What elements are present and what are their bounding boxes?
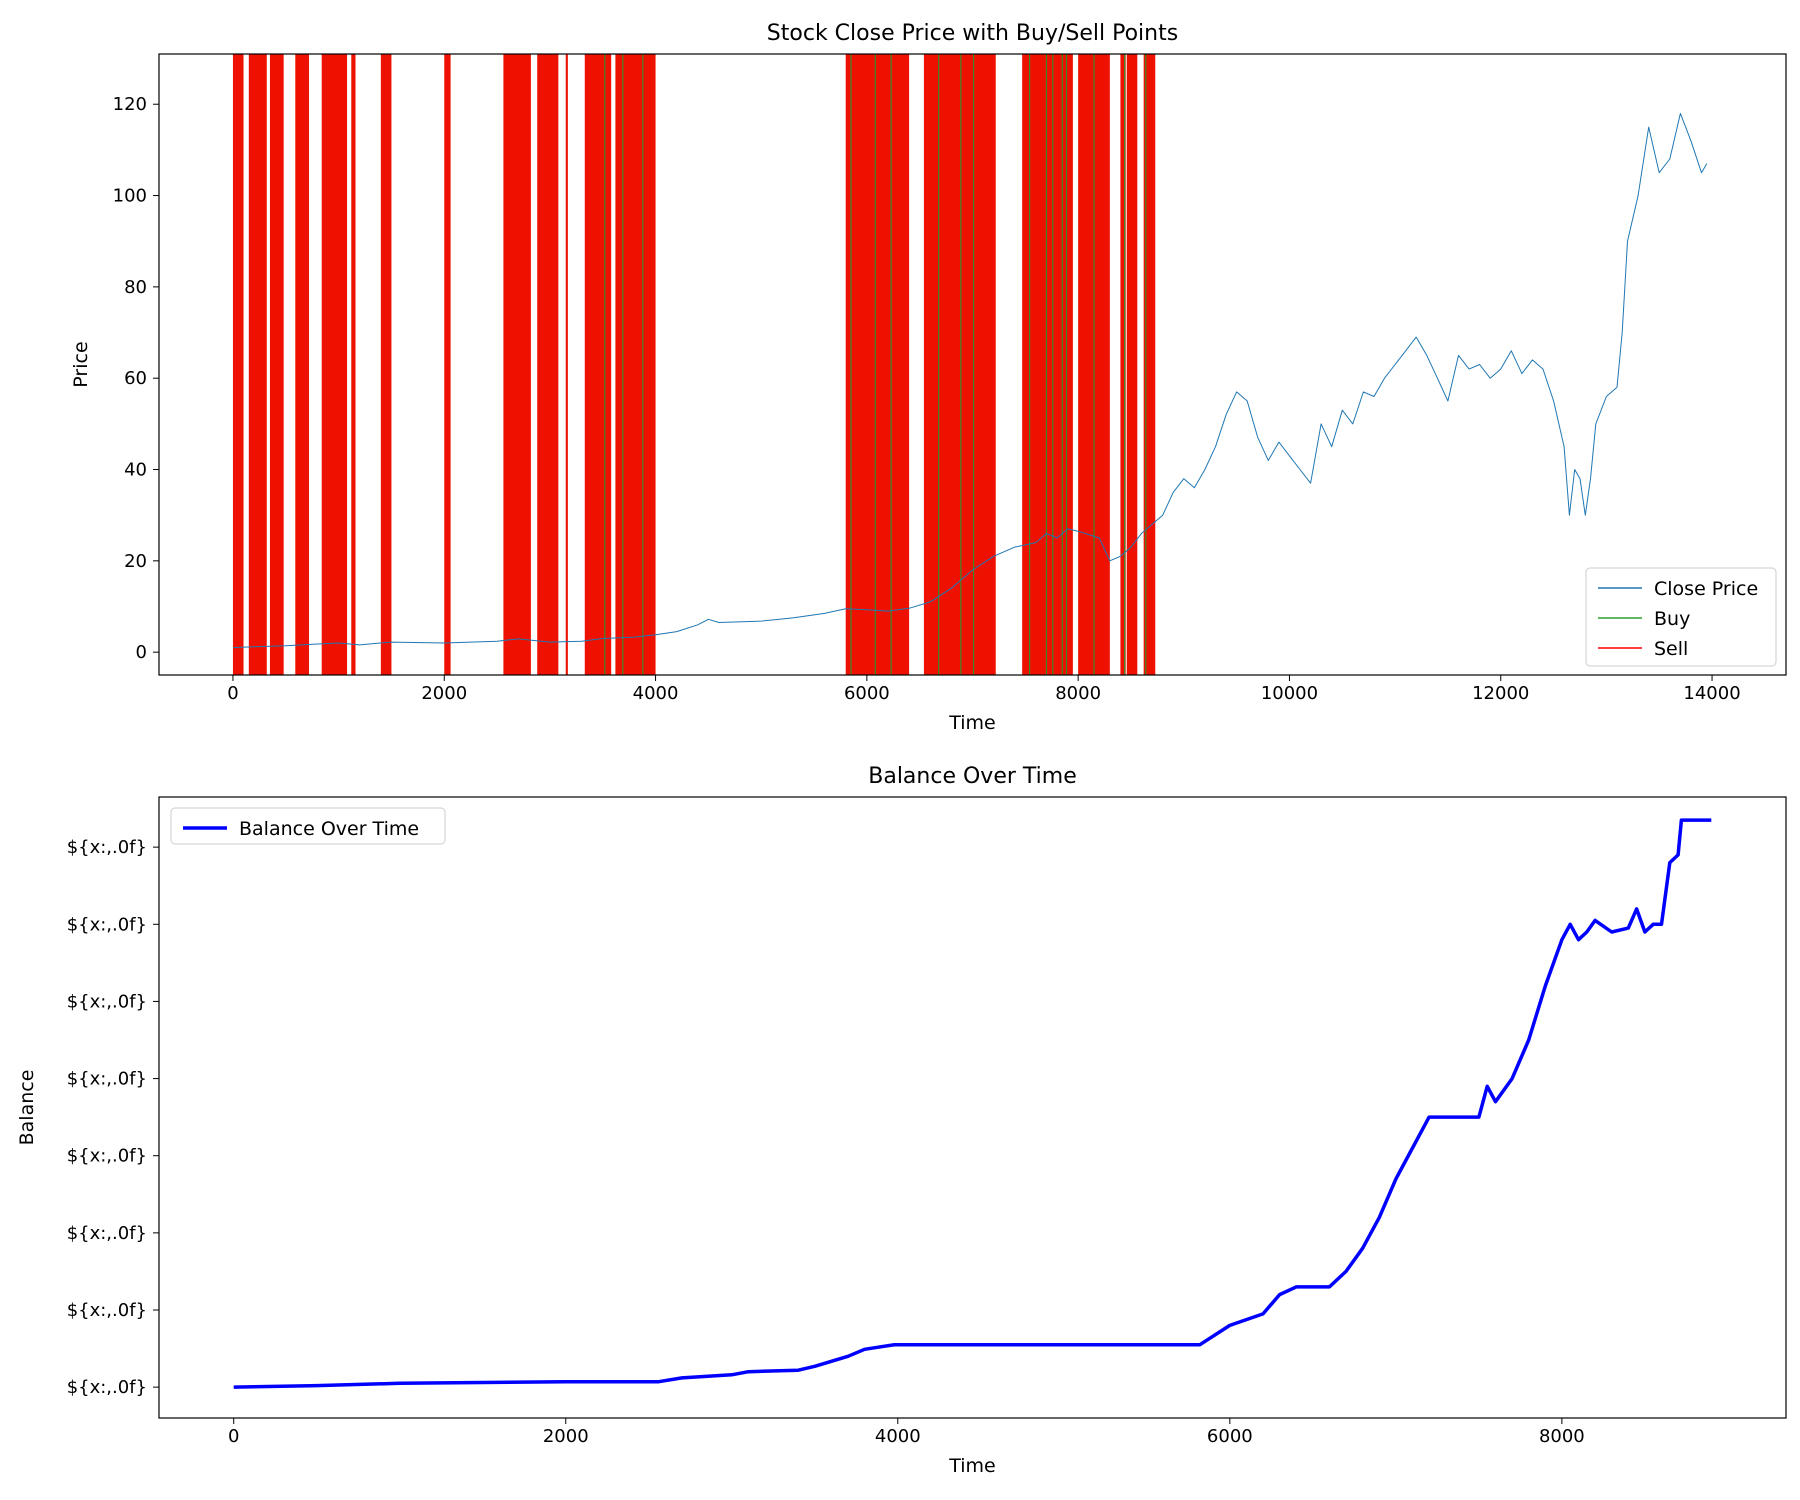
y-tick-label: 20 [124,551,147,572]
y-tick-label: ${x:,.0f} [67,1069,147,1090]
x-tick-label: 4000 [633,683,679,704]
y-tick-label: ${x:,.0f} [67,1300,147,1321]
legend: Close Price Buy Sell [1585,567,1777,667]
y-tick-label: ${x:,.0f} [67,1146,147,1167]
series-line-0 [232,112,1708,649]
plot-area [232,54,1708,675]
y-axis-label: Price [70,341,92,387]
x-tick-label: 14000 [1683,683,1740,704]
legend-box [1585,567,1777,667]
sell-band [584,54,612,675]
sell-band [232,54,244,675]
sell-band [295,54,310,675]
chart-title: Stock Close Price with Buy/Sell Points [767,21,1178,46]
x-axis-label: Time [948,712,996,734]
x-axis-label: Time [948,1455,996,1477]
x-tick-label: 6000 [1207,1426,1253,1447]
axes-frame [158,53,1787,676]
plot-area [233,818,1712,1389]
sell-band [615,54,656,675]
x-tick-label: 6000 [844,683,890,704]
legend: Balance Over Time [170,807,446,845]
buy-markers [604,54,1147,675]
legend-label: Buy [1654,608,1690,630]
x-tick-label: 2000 [421,683,467,704]
sell-band [1022,54,1073,675]
x-tick-label: 4000 [875,1426,921,1447]
y-tick-label: ${x:,.0f} [67,1377,147,1398]
chart-title: Balance Over Time [868,764,1076,789]
sell-band [503,54,531,675]
x-tick-label: 8000 [1539,1426,1585,1447]
y-tick-label: ${x:,.0f} [67,991,147,1012]
sell-band [923,54,996,675]
y-tick-label: ${x:,.0f} [67,837,147,858]
legend-label: Sell [1654,638,1688,660]
y-tick-label: 0 [136,642,147,663]
sell-band [845,54,910,675]
sell-band [380,54,392,675]
sell-band [444,54,451,675]
y-tick-label: 60 [124,368,147,389]
balance-chart-panel: 0 2000 4000 6000 8000 ${x:,.0f} ${x:,.0f} ${x:,… [16,764,1787,1477]
y-tick-label: 80 [124,277,147,298]
y-tick-label: ${x:,.0f} [67,914,147,935]
x-tick-label: 8000 [1055,683,1101,704]
sell-band [565,54,568,675]
sell-markers [232,54,1156,675]
y-axis-label: Balance [16,1070,38,1146]
x-tick-label: 0 [228,1426,239,1447]
sell-band [1143,54,1156,675]
y-tick-label: 120 [113,94,147,115]
x-tick-label: 10000 [1261,683,1318,704]
sell-band [1120,54,1126,675]
x-tick-label: 0 [227,683,238,704]
legend-label: Close Price [1654,578,1758,600]
sell-band [321,54,348,675]
x-tick-label: 2000 [543,1426,589,1447]
sell-band [248,54,267,675]
price-chart-panel: 0 2000 4000 6000 8000 10000 12000 14000 0 20 40 60 8… [70,21,1787,734]
legend-box [170,807,446,845]
series-line-0 [233,818,1712,1389]
x-tick-label: 12000 [1472,683,1529,704]
axes-frame [158,796,1787,1419]
y-tick-label: 100 [113,186,147,207]
legend-label: Balance Over Time [239,818,419,840]
sell-band [537,54,559,675]
sell-band [269,54,284,675]
y-tick-label: ${x:,.0f} [67,1223,147,1244]
sell-band [351,54,356,675]
sell-band [1126,54,1138,675]
y-tick-label: 40 [124,460,147,481]
